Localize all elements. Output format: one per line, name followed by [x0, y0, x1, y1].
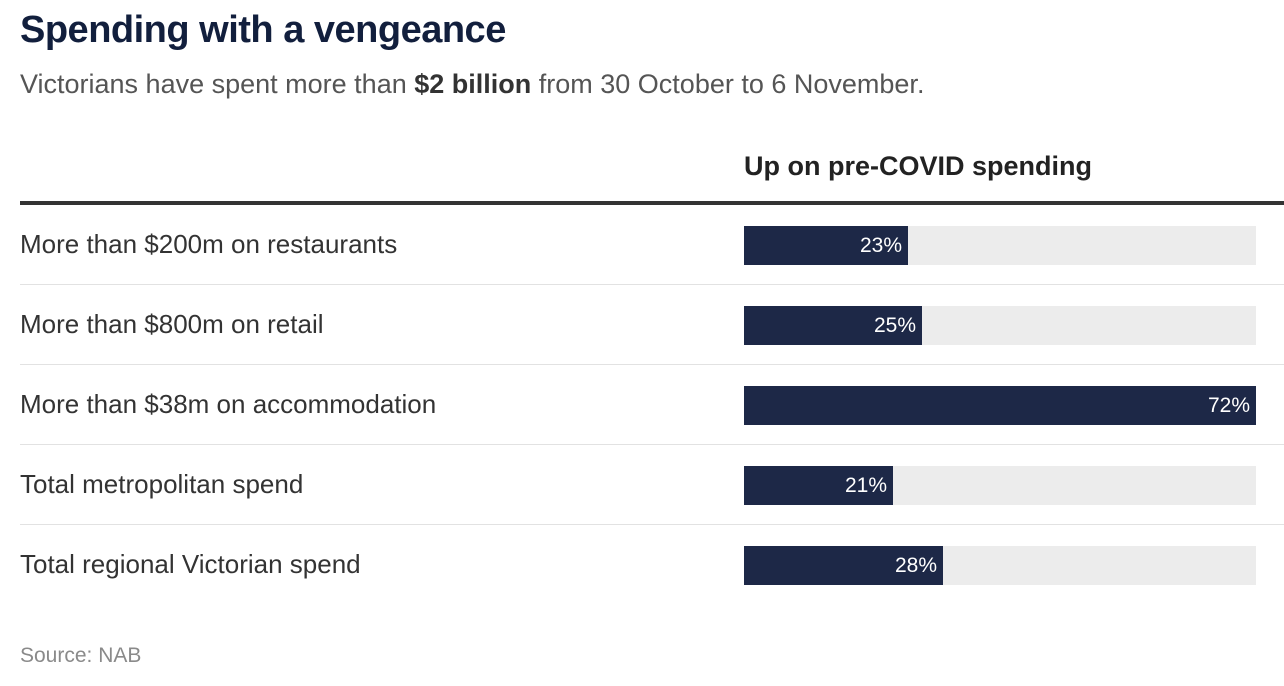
category-label: More than $200m on restaurants	[20, 229, 398, 259]
category-label: More than $800m on retail	[20, 309, 324, 339]
bar-value-label: 21%	[844, 474, 887, 497]
category-label: Total metropolitan spend	[20, 469, 304, 499]
bar-track: 25%	[744, 306, 1256, 345]
subtitle-highlight: $2 billion	[414, 69, 532, 99]
chart-title: Spending with a vengeance	[20, 9, 506, 51]
bar-track: 28%	[744, 546, 1256, 585]
table-row: Total regional Victorian spend 28%	[20, 525, 1284, 605]
table-row: More than $38m on accommodation 72%	[20, 365, 1284, 445]
bar: 25%	[744, 306, 922, 345]
source-note: Source: NAB	[20, 644, 142, 667]
category-label: Total regional Victorian spend	[20, 549, 361, 579]
subtitle-text-after: from 30 October to 6 November.	[531, 69, 925, 99]
bar-value-label: 28%	[894, 554, 937, 577]
bar-track: 21%	[744, 466, 1256, 505]
chart-subtitle: Victorians have spent more than $2 billi…	[20, 66, 924, 102]
bar-value-label: 25%	[873, 314, 916, 337]
header-divider	[20, 201, 1284, 205]
bar: 72%	[744, 386, 1256, 425]
bar-track: 72%	[744, 386, 1256, 425]
category-label: More than $38m on accommodation	[20, 389, 437, 419]
bar: 28%	[744, 546, 943, 585]
table-row: Total metropolitan spend 21%	[20, 445, 1284, 525]
table-row: More than $200m on restaurants 23%	[20, 205, 1284, 285]
bar-value-label: 72%	[1207, 394, 1250, 417]
bar-value-label: 23%	[859, 234, 902, 257]
subtitle-text-before: Victorians have spent more than	[20, 69, 415, 99]
bar-chart-rows: More than $200m on restaurants 23% More th…	[20, 205, 1284, 605]
column-header: Up on pre-COVID spending	[744, 151, 1092, 181]
bar: 23%	[744, 226, 908, 265]
table-row: More than $800m on retail 25%	[20, 285, 1284, 365]
bar-track: 23%	[744, 226, 1256, 265]
bar: 21%	[744, 466, 893, 505]
